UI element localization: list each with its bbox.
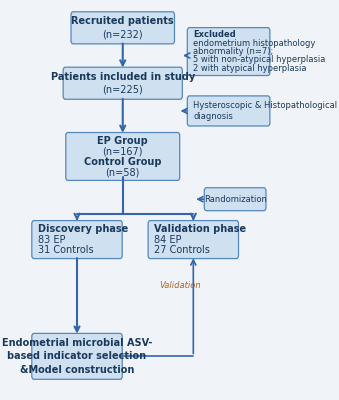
Text: Control Group: Control Group: [84, 157, 161, 167]
Text: 27 Controls: 27 Controls: [154, 245, 210, 255]
Text: EP Group: EP Group: [97, 136, 148, 146]
Text: Endometrial microbial ASV-: Endometrial microbial ASV-: [2, 338, 152, 348]
Text: 2 with atypical hyperplasia: 2 with atypical hyperplasia: [193, 64, 307, 73]
Text: 83 EP: 83 EP: [38, 234, 65, 244]
FancyBboxPatch shape: [32, 220, 122, 258]
FancyBboxPatch shape: [148, 220, 239, 258]
FancyBboxPatch shape: [204, 188, 266, 211]
Text: Randomization: Randomization: [204, 195, 266, 204]
Text: 84 EP: 84 EP: [154, 234, 182, 244]
Text: Validation phase: Validation phase: [154, 224, 246, 234]
Text: Discovery phase: Discovery phase: [38, 224, 128, 234]
Text: Excluded: Excluded: [193, 30, 236, 40]
Text: &Model construction: &Model construction: [20, 364, 134, 374]
Text: endometrium histopathology: endometrium histopathology: [193, 39, 316, 48]
Text: (n=58): (n=58): [105, 167, 140, 177]
Text: (n=225): (n=225): [102, 85, 143, 95]
FancyBboxPatch shape: [187, 28, 270, 76]
Text: based indicator selection: based indicator selection: [7, 351, 146, 361]
FancyBboxPatch shape: [187, 96, 270, 126]
Text: Hysteroscopic & Histopathological: Hysteroscopic & Histopathological: [193, 100, 337, 110]
Text: (n=167): (n=167): [102, 146, 143, 156]
FancyBboxPatch shape: [71, 12, 175, 44]
FancyBboxPatch shape: [66, 132, 180, 180]
FancyBboxPatch shape: [32, 333, 122, 379]
Text: 5 with non-atypical hyperplasia: 5 with non-atypical hyperplasia: [193, 55, 326, 64]
Text: Patients included in study: Patients included in study: [51, 72, 195, 82]
Text: Recruited patients: Recruited patients: [72, 16, 174, 26]
Text: abnormality (n=7);: abnormality (n=7);: [193, 47, 274, 56]
Text: diagnosis: diagnosis: [193, 112, 233, 121]
Text: (n=232): (n=232): [102, 29, 143, 39]
Text: 31 Controls: 31 Controls: [38, 245, 94, 255]
Text: Validation: Validation: [159, 281, 201, 290]
FancyBboxPatch shape: [63, 67, 182, 99]
